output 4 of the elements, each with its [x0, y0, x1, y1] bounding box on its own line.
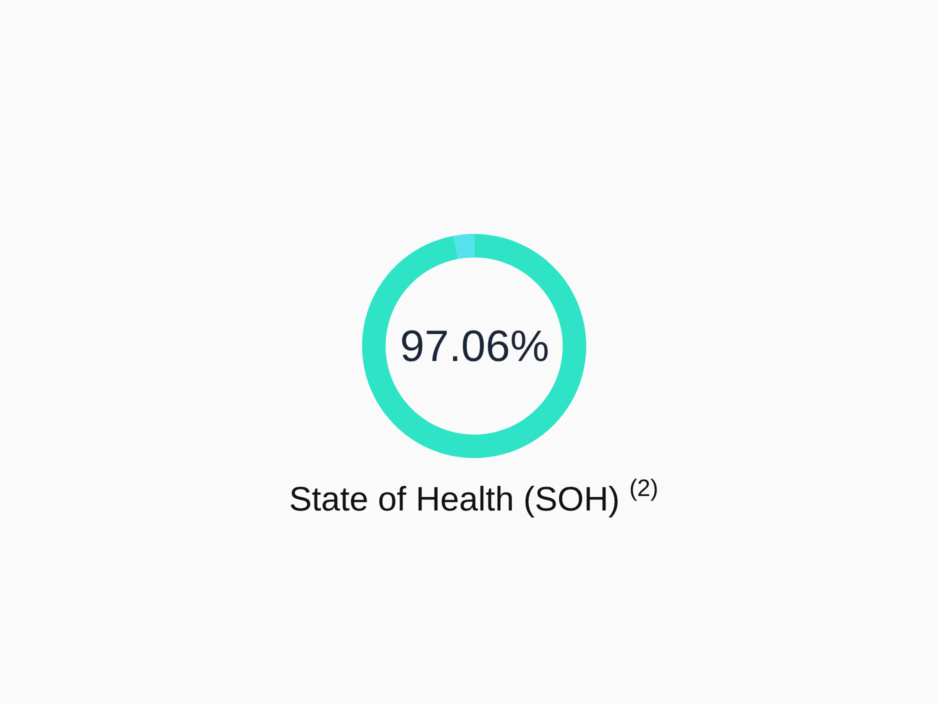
donut-slice — [454, 234, 474, 259]
donut-slice — [362, 234, 586, 458]
data-label: 97.06% — [400, 322, 550, 371]
text: State of Health (SOH) $^{(2)}$ — [289, 475, 658, 518]
